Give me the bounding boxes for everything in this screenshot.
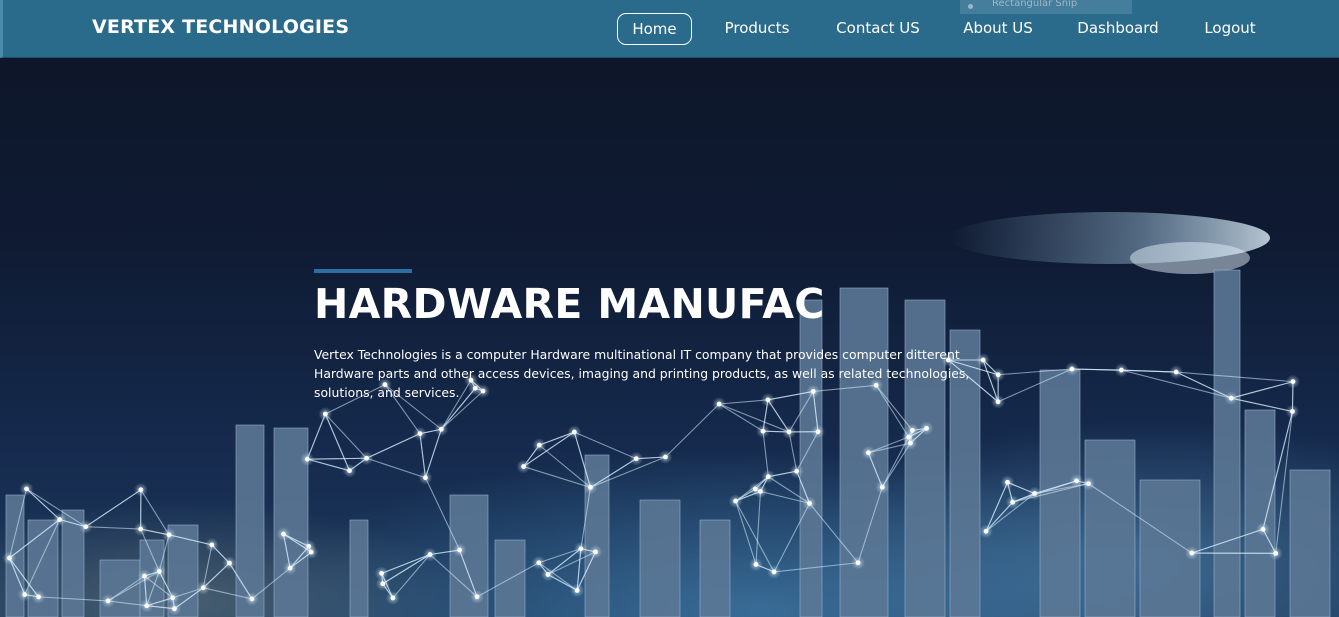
nav-about-us[interactable]: About US [963, 19, 1033, 37]
brand-logo-text[interactable]: VERTEX TECHNOLOGIES [92, 16, 350, 38]
top-navigation-bar: Rectangular Snip VERTEX TECHNOLOGIES Hom… [0, 0, 1339, 58]
nav-products[interactable]: Products [724, 19, 790, 37]
hero-headline: HARDWARE MANUFAC [314, 280, 825, 328]
snip-dot-icon [968, 4, 973, 9]
nav-dashboard[interactable]: Dashboard [1077, 19, 1159, 37]
nav-logout[interactable]: Logout [1204, 19, 1256, 37]
rectangular-snip-overlay: Rectangular Snip [960, 0, 1132, 14]
snip-overlay-label: Rectangular Snip [992, 0, 1078, 9]
nav-home[interactable]: Home [617, 13, 692, 45]
hero-description: Vertex Technologies is a computer Hardwa… [314, 347, 970, 400]
headline-accent-line [314, 269, 412, 273]
nav-contact-us[interactable]: Contact US [836, 19, 920, 37]
